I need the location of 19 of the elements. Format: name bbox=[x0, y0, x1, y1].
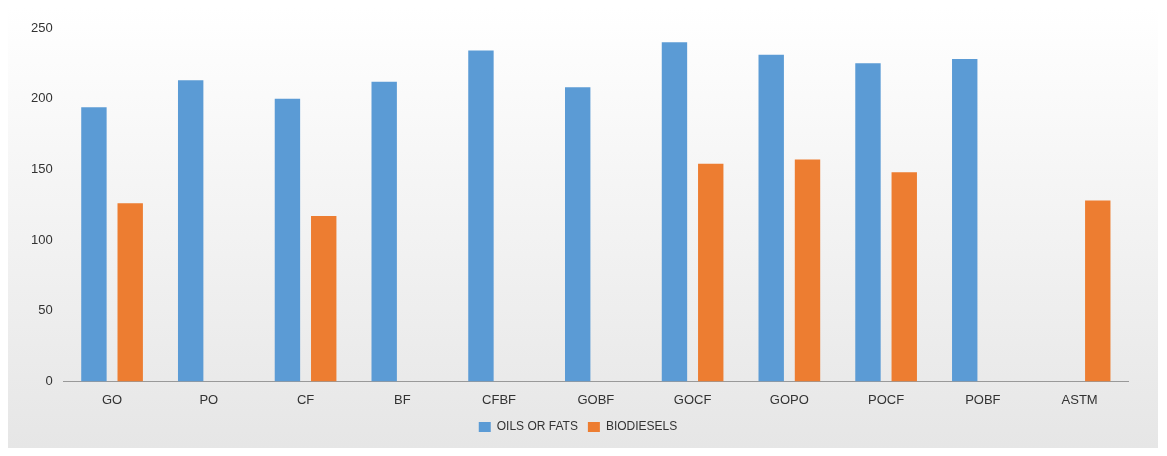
y-tick-label: 100 bbox=[30, 231, 53, 247]
x-tick-label: GO bbox=[101, 391, 123, 407]
x-tick-label: CFBF bbox=[482, 391, 517, 407]
y-tick-label: 200 bbox=[30, 90, 53, 106]
x-tick-label: GOCF bbox=[673, 391, 712, 407]
x-tick-label: CF bbox=[296, 391, 315, 407]
x-tick-label: ASTM bbox=[1061, 391, 1098, 407]
y-tick-label: 50 bbox=[38, 302, 53, 318]
x-tick-label: GOBF bbox=[577, 391, 615, 407]
x-tick-label: PO bbox=[199, 391, 219, 407]
x-tick-label: GOPO bbox=[769, 391, 809, 407]
y-tick-label: 150 bbox=[30, 160, 53, 176]
y-tick-label: 0 bbox=[45, 372, 53, 388]
x-tick-label: BF bbox=[394, 391, 411, 407]
y-tick-label: 250 bbox=[30, 19, 53, 35]
legend-label: BIODIESELS bbox=[605, 419, 678, 434]
x-tick-label: POBF bbox=[965, 391, 1001, 407]
legend-label: OILS OR FATS bbox=[496, 419, 578, 434]
x-tick-label: POCF bbox=[868, 391, 905, 407]
